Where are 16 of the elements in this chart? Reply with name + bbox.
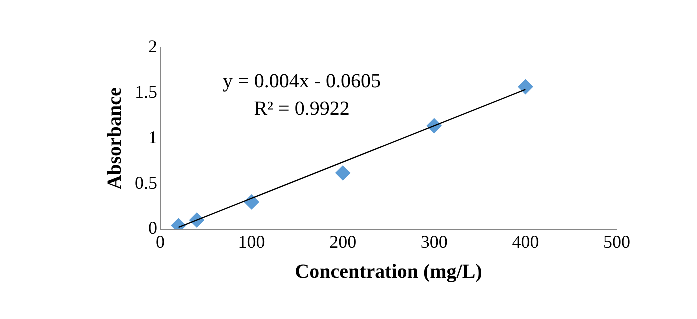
annotation: y = 0.004x - 0.0605 [223, 70, 381, 93]
x-tick-label: 100 [238, 232, 266, 252]
y-tick-label: 1 [148, 127, 158, 148]
x-tick-label: 400 [512, 232, 540, 252]
y-tick-label: 0.5 [135, 172, 158, 193]
x-axis-title: Concentration (mg/L) [295, 261, 482, 284]
y-axis-title: Absorbance [104, 87, 126, 190]
point [336, 166, 351, 181]
x-tick-label: 200 [330, 232, 357, 252]
y-tick-label: 1.5 [135, 82, 158, 102]
point [518, 80, 534, 94]
x-tick-label: 300 [420, 232, 448, 252]
y-tick-label: 0 [148, 218, 158, 238]
annotation: R² = 0.9922 [254, 98, 350, 120]
y-tick-label: 2 [148, 36, 158, 57]
x-tick-label: 500 [604, 232, 630, 252]
